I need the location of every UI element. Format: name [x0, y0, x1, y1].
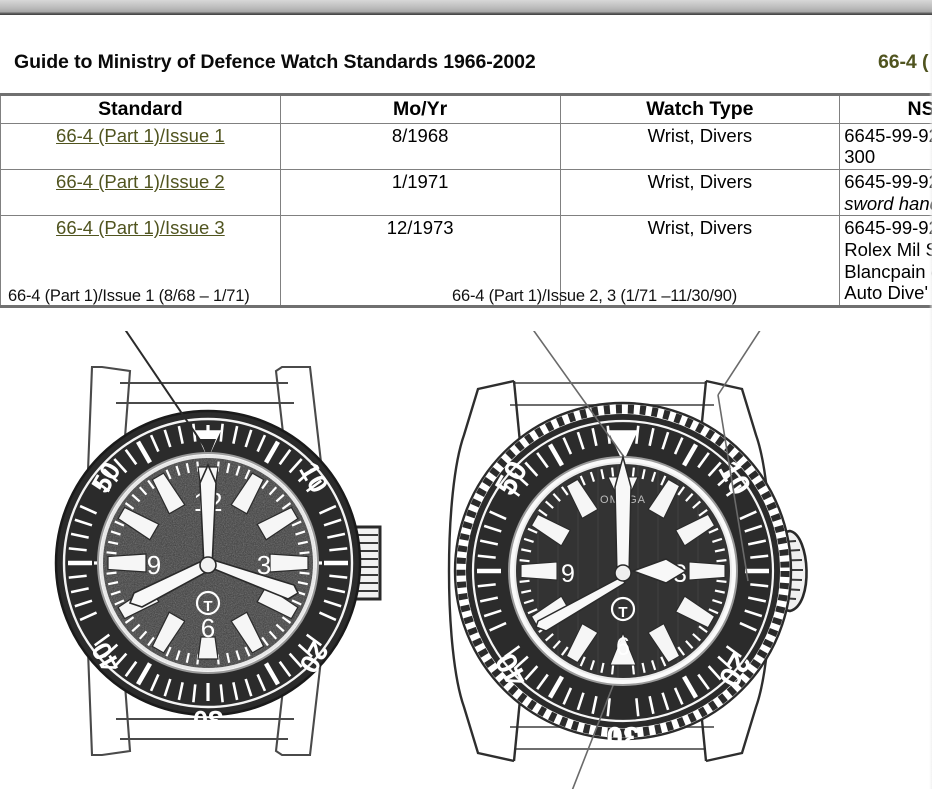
svg-text:30: 30	[193, 705, 223, 735]
title-row: Guide to Ministry of Defence Watch Stand…	[0, 51, 932, 79]
page-title-right-clipped: 66-4 (	[878, 51, 929, 73]
leader-lines	[533, 331, 761, 789]
cell-nsn: 6645-99-923-7697; Omega SM 300	[839, 122, 932, 171]
svg-text:T: T	[203, 598, 212, 615]
cell-moyr: 8/1968	[279, 122, 561, 171]
svg-text:T: T	[618, 604, 627, 621]
cell-watch-type: Wrist, Divers	[559, 215, 841, 308]
cell-watch-type: Wrist, Divers	[559, 122, 841, 171]
svg-text:3: 3	[257, 550, 271, 580]
window-chrome-strip	[0, 0, 932, 15]
standard-link[interactable]: 66-4 (Part 1)/Issue 1	[56, 124, 225, 146]
marker-6	[609, 631, 637, 666]
tritium-marking-t: T	[195, 590, 221, 616]
table-row: 66-4 (Part 1)/Issue 1 8/1968 Wrist, Dive…	[0, 122, 932, 171]
cell-standard: 66-4 (Part 1)/Issue 3	[0, 215, 281, 308]
figure-caption-right: 66-4 (Part 1)/Issue 2, 3 (1/71 –11/30/90…	[452, 287, 737, 305]
cell-moyr: 12/1973	[279, 215, 561, 308]
table-row: 66-4 (Part 1)/Issue 3 12/1973 Wrist, Div…	[0, 215, 932, 308]
watch-diagram-issue23: 10 20 30 40 50	[418, 331, 848, 789]
watch-hands	[535, 454, 688, 632]
column-header-moyr: Mo/Yr	[279, 93, 561, 124]
nsn-text: 6645-99-923-7697; SM 300, Rolex Mil S	[844, 217, 932, 261]
dial-numerals: 3 6 9	[561, 560, 687, 661]
figure-caption-left: 66-4 (Part 1)/Issue 1 (8/68 – 1/71)	[8, 287, 250, 305]
document-page: Guide to Ministry of Defence Watch Stand…	[0, 15, 932, 789]
standards-table: Standard Mo/Yr Watch Type NSN; Examples …	[0, 93, 932, 308]
table-header-row: Standard Mo/Yr Watch Type NSN; Examples	[0, 93, 932, 124]
nsn-text: 6645-99-923-7697; Omega SM 300	[844, 124, 932, 168]
standard-link[interactable]: 66-4 (Part 1)/Issue 3	[56, 217, 225, 239]
nsn-text-line2: Blancpain (W10), CWC (early Auto Dive'	[844, 260, 932, 304]
marker-6	[197, 636, 219, 660]
column-header-nsn: NSN; Examples	[839, 93, 932, 124]
cell-standard: 66-4 (Part 1)/Issue 2	[0, 169, 281, 217]
cell-nsn: 6645-99-923-7697; SM 300 sword hands	[839, 169, 932, 217]
svg-text:6: 6	[201, 613, 215, 643]
svg-text:9: 9	[147, 550, 161, 580]
watch-hands	[128, 463, 300, 608]
standards-table-container: Standard Mo/Yr Watch Type NSN; Examples …	[0, 93, 932, 308]
svg-text:30: 30	[606, 720, 639, 753]
cell-standard: 66-4 (Part 1)/Issue 1	[0, 122, 281, 171]
table-row: 66-4 (Part 1)/Issue 2 1/1971 Wrist, Dive…	[0, 169, 932, 217]
column-header-standard: Standard	[0, 93, 281, 124]
standard-link[interactable]: 66-4 (Part 1)/Issue 2	[56, 171, 225, 193]
svg-text:9: 9	[561, 560, 575, 588]
page-title: Guide to Ministry of Defence Watch Stand…	[14, 51, 536, 73]
svg-text:6: 6	[616, 633, 630, 661]
cell-watch-type: Wrist, Divers	[559, 169, 841, 217]
tritium-marking-t: T	[610, 596, 636, 622]
nsn-text: 6645-99-923-7697; SM 300	[844, 171, 932, 193]
column-header-watch-type: Watch Type	[559, 93, 841, 124]
watch-diagram-issue1: 10 20 30 40 50	[10, 331, 430, 789]
cell-nsn: 6645-99-923-7697; SM 300, Rolex Mil SBla…	[839, 215, 932, 308]
cell-moyr: 1/1971	[279, 169, 561, 217]
nsn-emphasis: sword hands	[844, 192, 932, 214]
leader-line-bezel	[124, 331, 207, 450]
